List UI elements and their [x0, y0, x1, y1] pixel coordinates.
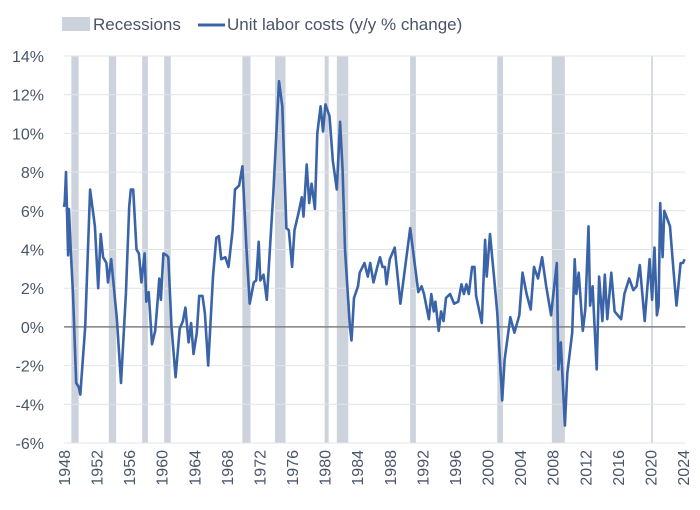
x-tick-label: 2016 — [611, 450, 628, 486]
x-tick-label: 2008 — [546, 450, 563, 486]
legend-label-recessions: Recessions — [93, 15, 181, 34]
legend-label-unit-labor-costs: Unit labor costs (y/y % change) — [227, 15, 462, 34]
x-tick-label: 1976 — [285, 450, 302, 486]
y-tick-label: 10% — [12, 126, 44, 143]
x-tick-label: 1992 — [415, 450, 432, 486]
unit-labor-costs-line — [62, 79, 686, 427]
x-tick-label: 1988 — [383, 450, 400, 486]
x-tick-label: 1984 — [350, 450, 367, 486]
y-tick-label: 2% — [21, 281, 44, 298]
y-tick-label: 14% — [12, 49, 44, 66]
x-tick-label: 1964 — [187, 450, 204, 486]
legend-recession-swatch — [62, 17, 90, 31]
y-tick-label: -6% — [16, 436, 44, 453]
x-tick-label: 1980 — [318, 450, 335, 486]
y-tick-label: -4% — [16, 397, 44, 414]
y-tick-label: 0% — [21, 320, 44, 337]
y-tick-label: -2% — [16, 359, 44, 376]
x-tick-label: 1956 — [122, 450, 139, 486]
x-tick-label: 2020 — [643, 450, 660, 486]
y-tick-label: 4% — [21, 243, 44, 260]
y-tick-label: 6% — [21, 204, 44, 221]
x-tick-label: 2000 — [481, 450, 498, 486]
y-tick-label: 8% — [21, 165, 44, 182]
x-tick-label: 1996 — [448, 450, 465, 486]
legend: Recessions Unit labor costs (y/y % chang… — [62, 15, 462, 34]
x-tick-label: 2024 — [676, 450, 693, 486]
x-tick-label: 2004 — [513, 450, 530, 486]
x-tick-label: 1948 — [57, 450, 74, 486]
x-tick-label: 2012 — [578, 450, 595, 486]
y-tick-label: 12% — [12, 88, 44, 105]
x-tick-label: 1952 — [90, 450, 107, 486]
x-tick-label: 1972 — [252, 450, 269, 486]
x-tick-label: 1960 — [155, 450, 172, 486]
x-tick-label: 1968 — [220, 450, 237, 486]
